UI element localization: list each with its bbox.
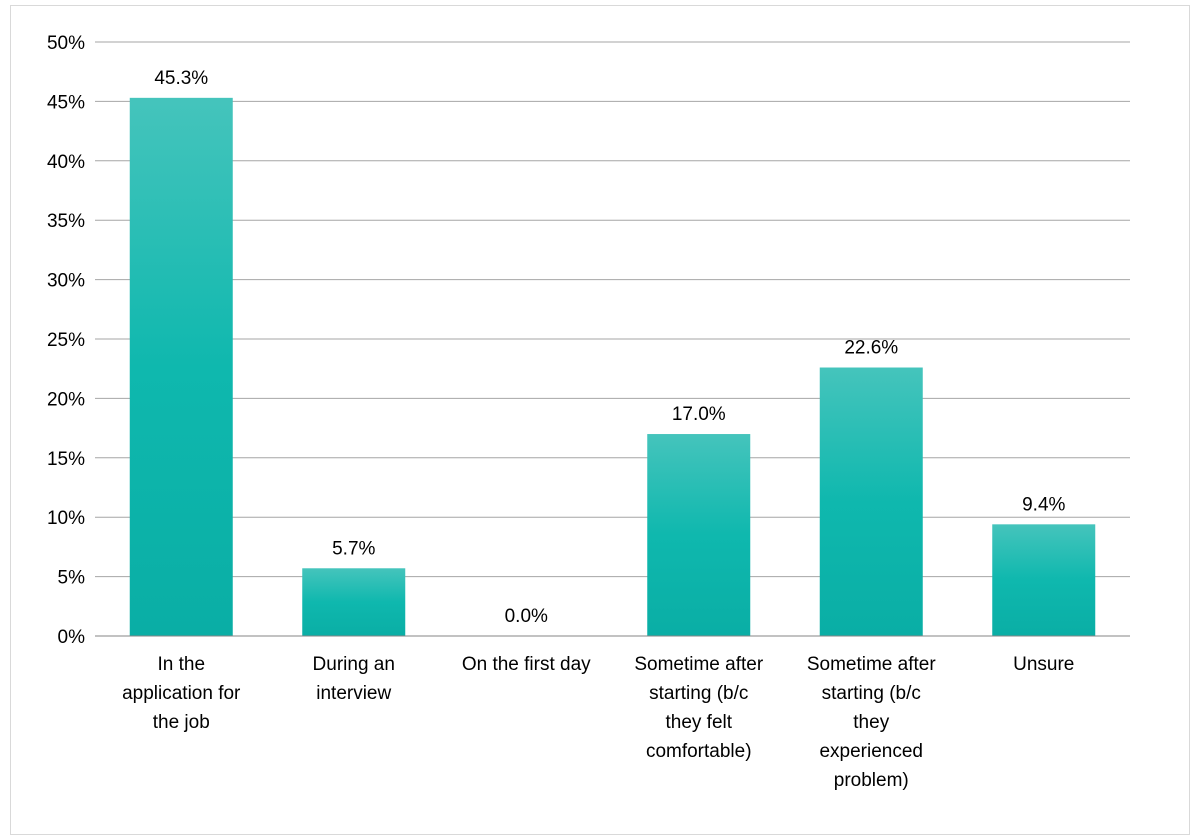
category-label: On the first day xyxy=(462,654,591,675)
y-tick-label: 5% xyxy=(58,568,86,589)
data-label: 17.0% xyxy=(672,404,726,425)
data-label: 5.7% xyxy=(332,538,375,559)
category-label: During an interview xyxy=(313,654,395,704)
category-label: Sometime after starting (b/c they experienc… xyxy=(807,654,936,791)
y-tick-label: 10% xyxy=(47,508,85,529)
category-label: Sometime after starting (b/c they felt comf… xyxy=(634,654,763,762)
bar xyxy=(647,434,751,636)
data-labels: 45.3% 5.7% 0.0% 17.0% 22.6% 9.4% xyxy=(154,68,1065,627)
y-tick-label: 20% xyxy=(47,389,85,410)
y-tick-label: 25% xyxy=(47,330,85,351)
bar xyxy=(129,97,233,636)
gridlines xyxy=(95,41,1130,578)
category-label: Unsure xyxy=(1013,654,1074,675)
bars xyxy=(129,97,1096,636)
data-label: 9.4% xyxy=(1022,494,1065,515)
y-tick-label: 0% xyxy=(58,627,86,648)
data-label: 0.0% xyxy=(505,606,548,627)
bar xyxy=(992,524,1096,636)
y-tick-label: 40% xyxy=(47,152,85,173)
bar xyxy=(302,568,406,636)
category-label: In the application for the job xyxy=(122,654,241,733)
x-axis-category-labels: In the application for the job During an int… xyxy=(122,654,1074,791)
bar xyxy=(819,367,923,636)
y-tick-label: 15% xyxy=(47,449,85,470)
y-axis-tick-labels: 0% 5% 10% 15% 20% 25% 30% 35% 40% 45% 50% xyxy=(47,33,85,648)
y-tick-label: 50% xyxy=(47,33,85,54)
data-label: 45.3% xyxy=(154,68,208,89)
y-tick-label: 30% xyxy=(47,271,85,292)
data-label: 22.6% xyxy=(844,338,898,359)
y-tick-label: 45% xyxy=(47,92,85,113)
y-tick-label: 35% xyxy=(47,211,85,232)
